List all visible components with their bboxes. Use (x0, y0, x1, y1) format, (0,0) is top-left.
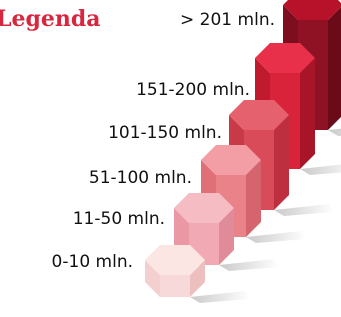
prism-front-face (160, 275, 190, 297)
prism-shadow (246, 231, 306, 243)
legend-label: 151-200 mln. (136, 80, 250, 100)
prism-right-face (274, 115, 289, 210)
prism-shadow (219, 259, 279, 271)
prisms (145, 0, 341, 303)
legend-label: > 201 mln. (180, 10, 275, 30)
prism-shadow (274, 204, 334, 216)
prism-shadow (300, 163, 341, 175)
legend-graphic: Legenda 0-10 mln. 11-50 mln. 51-100 mln. 10… (0, 0, 341, 317)
legend-title: Legenda (0, 6, 100, 32)
legend-label: 11-50 mln. (73, 209, 165, 229)
legend-label: 51-100 mln. (89, 168, 192, 188)
prism-right-face (328, 5, 341, 130)
legend-label: 0-10 mln. (52, 252, 133, 272)
prism-right-face (300, 58, 315, 169)
prism-shadow (190, 291, 250, 303)
legend-label: 101-150 mln. (108, 123, 222, 143)
